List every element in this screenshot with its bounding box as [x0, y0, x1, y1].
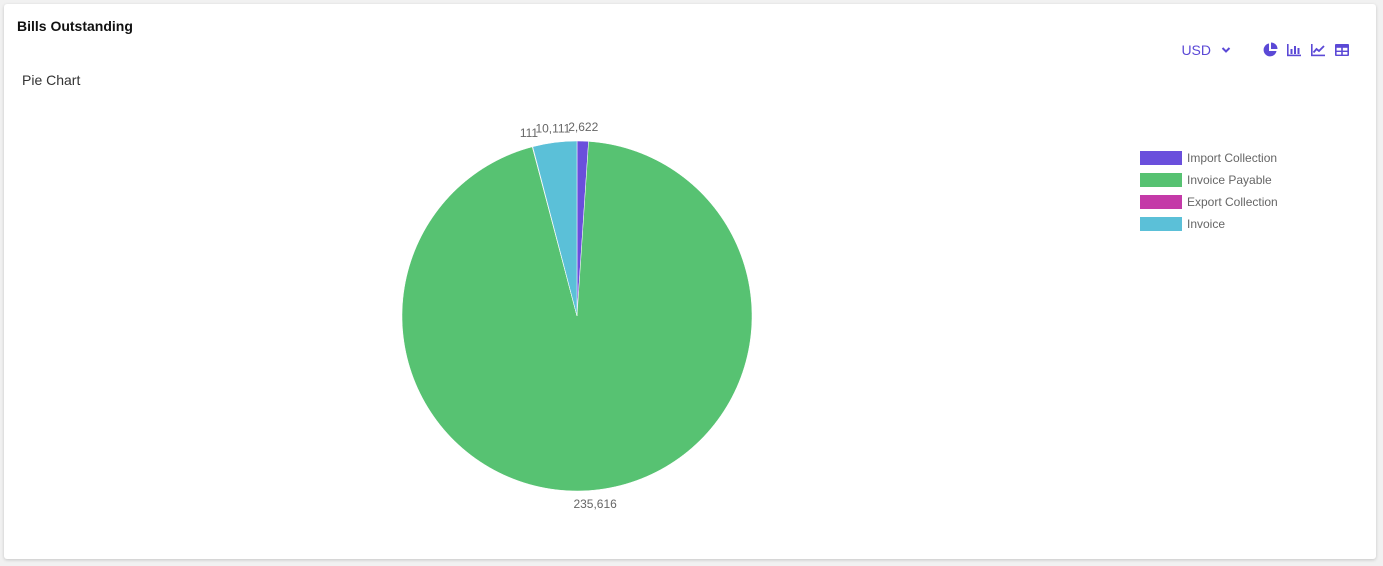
card-title: Bills Outstanding: [17, 18, 133, 34]
legend-swatch: [1140, 195, 1182, 209]
pie-slice-invoice-payable[interactable]: [401, 141, 753, 492]
pie-value-label-invoice-payable: 235,616: [573, 497, 617, 511]
legend-swatch: [1140, 217, 1182, 231]
line-chart-icon[interactable]: [1310, 42, 1326, 58]
table-icon[interactable]: [1334, 42, 1350, 58]
legend-item-export-collection[interactable]: Export Collection: [1140, 191, 1278, 213]
pie-value-label-export-collection: 111: [520, 126, 539, 140]
legend-label: Invoice: [1187, 217, 1226, 231]
pie-value-label-import-collection: 2,622: [568, 120, 598, 134]
pie-chart-icon[interactable]: [1262, 42, 1278, 58]
chevron-down-icon: [1221, 47, 1231, 53]
legend-item-invoice[interactable]: Invoice: [1140, 213, 1278, 235]
pie-slice-invoice[interactable]: [532, 140, 578, 317]
currency-select[interactable]: USD: [1181, 42, 1232, 58]
pie-value-label-invoice: 10,111: [535, 122, 570, 136]
legend-swatch: [1140, 173, 1182, 187]
chart-toolbar: USD: [1181, 42, 1350, 58]
bills-outstanding-card: Bills Outstanding USD: [4, 4, 1376, 559]
legend-item-import-collection[interactable]: Import Collection: [1140, 147, 1278, 169]
chart-title: Pie Chart: [22, 72, 81, 88]
legend-item-invoice-payable[interactable]: Invoice Payable: [1140, 169, 1278, 191]
legend-swatch: [1140, 151, 1182, 165]
legend-label: Import Collection: [1187, 151, 1278, 165]
legend-label: Invoice Payable: [1187, 173, 1272, 187]
currency-value: USD: [1181, 42, 1211, 58]
legend-label: Export Collection: [1187, 195, 1278, 209]
bar-chart-icon[interactable]: [1286, 42, 1302, 58]
chart-legend: Import Collection Invoice Payable Export C…: [1140, 147, 1278, 235]
